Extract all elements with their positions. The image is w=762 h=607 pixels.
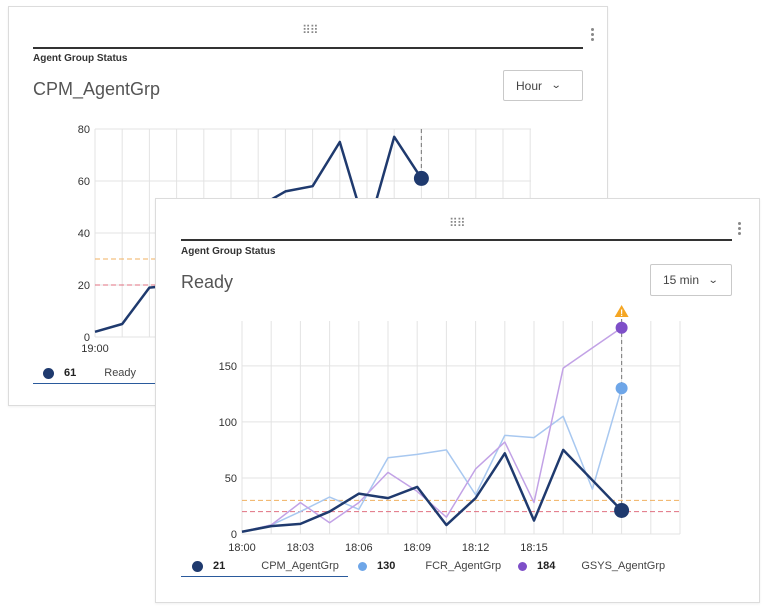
series-point-fcr-latest	[615, 382, 628, 395]
more-options-icon[interactable]	[587, 27, 597, 43]
y-tick-label: 50	[225, 473, 237, 485]
legend-dot-icon	[43, 367, 54, 379]
header-divider	[181, 239, 732, 241]
legend-value: 61	[64, 367, 77, 379]
y-tick-label: 0	[231, 529, 237, 541]
front-legend-item-gsys[interactable]: 184 GSYS_AgentGrp	[518, 560, 665, 572]
front-legend-item-cpm[interactable]: 21 CPM_AgentGrp	[192, 560, 339, 572]
y-tick-label: 100	[219, 417, 237, 429]
front-line-chart: 0 50 100 150 18:00 18:03 18:06 18:09 18:12 18:15!	[219, 305, 681, 554]
series-line-cpm	[241, 448, 623, 533]
back-legend-item[interactable]: 61 Ready	[43, 367, 136, 379]
legend-label: CPM_AgentGrp	[261, 560, 339, 572]
drag-handle-icon[interactable]: ⠿⠿	[449, 216, 466, 230]
warning-triangle-icon	[614, 305, 629, 317]
warning-exclamation-glyph: !	[620, 308, 623, 318]
time-range-value: Hour	[516, 78, 543, 93]
x-tick-label: 18:06	[345, 542, 373, 554]
widget-title: Ready	[181, 272, 234, 292]
legend-underline	[181, 576, 348, 577]
legend-dot-icon	[358, 561, 367, 571]
legend-label: GSYS_AgentGrp	[581, 560, 666, 572]
header-divider	[33, 47, 583, 49]
widget-title: CPM_AgentGrp	[33, 79, 161, 99]
series-point-cpm-latest	[413, 170, 429, 186]
legend-dot-icon	[192, 560, 203, 572]
series-line-gsys	[241, 327, 623, 533]
legend-value: 21	[213, 560, 226, 572]
y-tick-label: 40	[78, 228, 90, 240]
drag-handle-icon[interactable]: ⠿⠿	[302, 23, 319, 37]
widget-header: Agent Group Status	[181, 246, 276, 257]
legend-value: 184	[537, 560, 556, 572]
y-tick-label: 20	[78, 280, 90, 292]
y-tick-label: 0	[84, 332, 90, 344]
x-tick-label: 18:15	[520, 542, 548, 554]
front-legend-item-fcr[interactable]: 130 FCR_AgentGrp	[358, 560, 501, 572]
series-line-fcr	[241, 388, 623, 533]
more-options-icon[interactable]	[734, 221, 744, 237]
legend-dot-icon	[518, 561, 527, 571]
legend-label: FCR_AgentGrp	[425, 560, 502, 572]
time-range-value: 15 min	[663, 273, 700, 287]
legend-underline	[33, 383, 155, 384]
x-tick-label: 18:03	[287, 542, 315, 554]
y-tick-label: 150	[219, 361, 237, 373]
time-range-select[interactable]: 15 min ⌄	[650, 264, 732, 296]
legend-label: Ready	[104, 367, 137, 379]
front-widget-card: ⠿⠿ Agent Group Status Ready 15 min ⌄ 0 50…	[155, 198, 760, 603]
chevron-down-icon: ⌄	[550, 80, 562, 91]
time-range-select[interactable]: Hour ⌄	[503, 70, 583, 101]
x-tick-label: 18:00	[228, 542, 256, 554]
series-point-gsys-latest	[615, 321, 628, 334]
widget-header: Agent Group Status	[33, 53, 128, 64]
y-tick-label: 60	[78, 176, 90, 188]
y-tick-label: 80	[78, 124, 90, 136]
x-tick-label: 19:00	[81, 343, 109, 355]
legend-value: 130	[377, 560, 396, 572]
x-tick-label: 18:09	[403, 542, 431, 554]
series-point-cpm-latest	[614, 502, 630, 518]
chevron-down-icon: ⌄	[707, 274, 719, 286]
x-tick-label: 18:12	[462, 542, 490, 554]
